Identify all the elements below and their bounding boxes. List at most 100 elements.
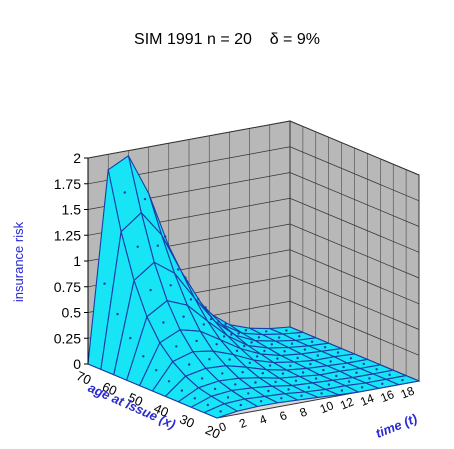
surface-data-point: [300, 394, 303, 397]
surface-data-point: [234, 383, 237, 386]
surface-data-point: [217, 320, 220, 323]
z-tick-label: 0: [73, 356, 81, 372]
z-tick-label: 0.75: [54, 279, 81, 295]
surface-data-point: [208, 358, 211, 361]
y-tick-label: 8: [298, 404, 310, 420]
surface-data-point: [259, 400, 263, 403]
y-tick-label: 18: [399, 383, 417, 401]
surface-data-point: [310, 340, 314, 343]
surface-data-point: [322, 368, 325, 372]
surface-mesh: [87, 155, 420, 419]
surface-data-point: [360, 386, 364, 389]
y-axis-title: time (t): [373, 411, 419, 441]
surface-data-point: [320, 392, 323, 395]
y-tick-label: 4: [257, 412, 269, 428]
surface-data-point: [195, 339, 198, 343]
surface-data-point: [314, 377, 318, 380]
surface-data-point: [250, 341, 253, 344]
surface-data-point: [340, 389, 344, 392]
surface-data-point: [215, 343, 218, 346]
surface-data-point: [169, 284, 172, 287]
surface-data-point: [255, 355, 259, 358]
surface-data-point: [221, 372, 224, 375]
chart-title: SIM 1991 n = 20 δ = 9%: [134, 31, 320, 48]
surface-data-point: [375, 368, 378, 371]
surface-data-point: [228, 358, 231, 361]
surface-data-point: [296, 356, 299, 360]
x-tick-label: 20: [203, 422, 222, 442]
x-tick-label: 40: [152, 400, 171, 420]
surface-data-point: [298, 335, 301, 338]
y-tick-label: 14: [358, 391, 376, 409]
surface-data-point: [129, 336, 132, 340]
surface-data-point: [202, 323, 205, 326]
surface-data-point: [309, 362, 312, 366]
y-tick-label: 0: [217, 419, 229, 435]
surface-data-point: [200, 377, 204, 380]
surface-data-point: [244, 329, 248, 332]
surface-data-point: [143, 197, 147, 201]
surface-data-point: [224, 322, 227, 326]
surface-data-point: [182, 315, 185, 318]
surface-data-point: [155, 369, 158, 372]
surface-data-point: [243, 344, 246, 348]
surface-data-point: [336, 351, 340, 354]
surface-data-point: [270, 343, 273, 346]
surface-data-point: [261, 372, 264, 375]
x-tick-label: 60: [100, 379, 119, 399]
surface-data-point: [277, 336, 281, 339]
surface-data-point: [247, 392, 250, 395]
surface-data-point: [257, 336, 261, 339]
x-tick-label: 70: [74, 368, 93, 388]
z-tick-label: 1.5: [62, 202, 82, 218]
surface-data-point: [307, 386, 310, 389]
z-tick-label: 1: [73, 253, 81, 269]
surface-data-point: [274, 380, 277, 384]
surface-data-point: [206, 403, 209, 407]
surface-data-point: [219, 410, 222, 413]
z-tick-label: 1.75: [54, 176, 81, 192]
surface-data-point: [323, 346, 327, 349]
y-tick-label: 2: [237, 415, 249, 431]
z-tick-label: 1.25: [54, 227, 81, 243]
z-tick-label: 2: [73, 150, 81, 166]
surface-data-point: [235, 349, 239, 352]
surface-data-point: [156, 244, 159, 247]
x-tick-label: 30: [177, 411, 196, 431]
surface-data-point: [116, 312, 119, 316]
z-tick-label: 0.5: [62, 305, 82, 321]
surface-data-point: [368, 377, 371, 380]
z-axis-title: insurance risk: [11, 221, 26, 302]
surface-data-point: [248, 361, 251, 365]
surface-data-point: [254, 381, 257, 384]
surface-data-point: [280, 397, 283, 400]
surface-data-point: [237, 332, 240, 335]
surface-data-point: [287, 388, 290, 391]
surface-data-point: [316, 354, 319, 357]
surface-data-point: [355, 371, 358, 374]
surface-data-point: [197, 297, 200, 301]
surface-data-point: [289, 364, 292, 367]
surface-data-point: [285, 329, 288, 332]
surface-data-point: [241, 371, 244, 374]
surface-data-point: [162, 321, 165, 324]
surface-data-point: [381, 382, 384, 385]
surface-data-point: [149, 288, 152, 292]
surface-data-point: [276, 357, 279, 360]
surface-data-point: [329, 360, 332, 363]
surface-data-point: [209, 317, 213, 321]
y-tick-label: 10: [318, 398, 336, 416]
surface-data-point: [239, 403, 242, 407]
surface-data-point: [136, 245, 139, 248]
surface-data-point: [327, 383, 331, 386]
y-tick-label: 12: [338, 394, 356, 412]
surface-data-point: [175, 345, 178, 348]
y-tick-label: 16: [378, 387, 396, 405]
surface-data-point: [103, 282, 106, 285]
x-tick-label: 50: [126, 390, 145, 410]
surface-data-point: [301, 371, 305, 374]
surface-data-point: [388, 373, 391, 376]
surface-data-point: [342, 365, 345, 369]
surface-data-point: [281, 372, 285, 375]
